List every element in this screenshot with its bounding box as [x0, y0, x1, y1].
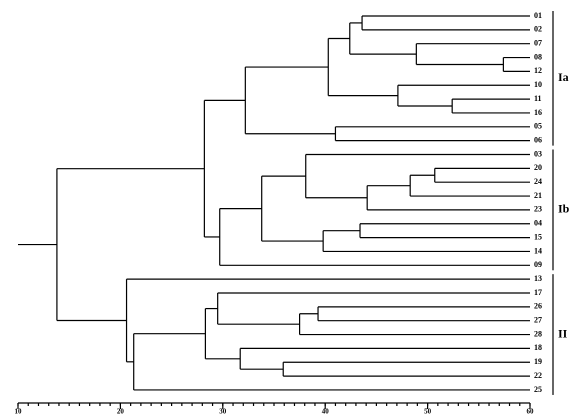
group-label: Ib — [558, 202, 570, 216]
leaf-label: 05 — [534, 122, 542, 131]
leaf-label: 27 — [534, 316, 542, 325]
x-tick-label: 30 — [219, 408, 227, 415]
leaf-label: 26 — [534, 302, 542, 311]
leaf-label: 18 — [534, 343, 542, 352]
leaf-label: 10 — [534, 80, 542, 89]
leaf-label: 04 — [534, 219, 542, 228]
x-tick-label: 50 — [424, 408, 432, 415]
x-tick-label: 10 — [15, 408, 23, 415]
leaf-label: 15 — [534, 232, 542, 241]
leaf-label: 02 — [534, 25, 542, 34]
leaf-label: 19 — [534, 357, 542, 366]
x-tick-label: 20 — [117, 408, 125, 415]
leaf-label: 21 — [534, 191, 542, 200]
leaf-label: 12 — [534, 66, 542, 75]
leaf-label: 17 — [534, 288, 542, 297]
leaf-label: 08 — [534, 52, 542, 61]
x-tick-label: 60 — [527, 408, 535, 415]
leaf-label: 24 — [534, 177, 542, 186]
leaf-label: 14 — [534, 246, 542, 255]
leaf-label: 09 — [534, 260, 542, 269]
x-tick-label: 40 — [322, 408, 330, 415]
leaf-label: 28 — [534, 329, 542, 338]
leaf-label: 23 — [534, 205, 542, 214]
group-label: Ia — [558, 70, 569, 84]
group-label: II — [558, 326, 568, 340]
leaf-label: 25 — [534, 385, 542, 394]
leaf-label: 11 — [534, 94, 542, 103]
leaf-label: 13 — [534, 274, 542, 283]
leaf-label: 07 — [534, 39, 542, 48]
leaf-label: 06 — [534, 135, 542, 144]
leaf-label: 01 — [534, 11, 542, 20]
leaf-label: 20 — [534, 163, 542, 172]
leaf-label: 03 — [534, 149, 542, 158]
leaf-label: 22 — [534, 371, 542, 380]
leaf-label: 16 — [534, 108, 542, 117]
